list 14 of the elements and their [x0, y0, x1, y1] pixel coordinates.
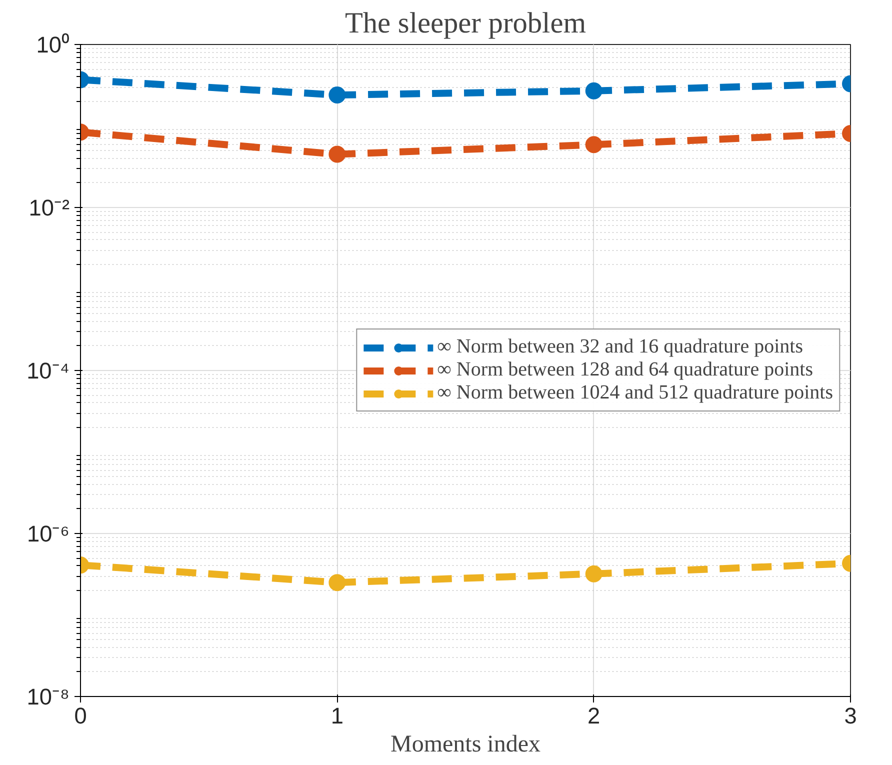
y-tick-label: 10⁻⁸ [26, 684, 70, 710]
y-tick-label: 10⁻² [28, 194, 70, 220]
x-tick-label: 1 [330, 702, 344, 728]
chart-title: The sleeper problem [344, 8, 586, 40]
x-axis-title: Moments index [390, 732, 541, 758]
y-tick-label: 10⁰ [36, 32, 70, 58]
x-tick-label: 0 [74, 702, 87, 728]
x-tick-label: 2 [588, 702, 600, 728]
legend-label: ∞ Norm between 128 and 64 quadrature points [437, 358, 813, 382]
y-tick-label: 10⁻⁶ [26, 520, 70, 546]
legend-label: ∞ Norm between 1024 and 512 quadrature points [437, 382, 833, 404]
y-tick-label: 10⁻⁴ [26, 358, 70, 384]
x-tick-label: 3 [844, 702, 857, 728]
legend-label: ∞ Norm between 32 and 16 quadrature points [437, 336, 803, 358]
